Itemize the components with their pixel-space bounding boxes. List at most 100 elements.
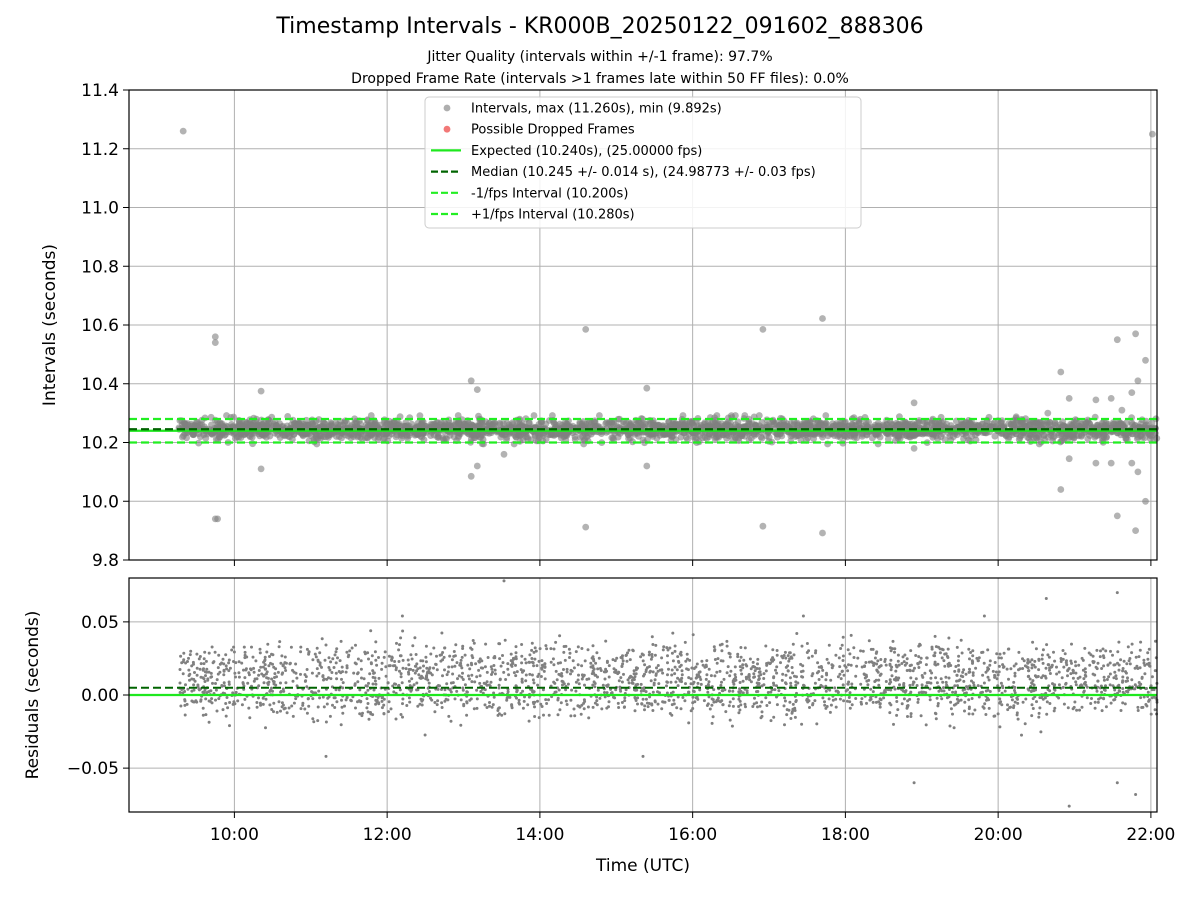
interval-point <box>583 433 591 441</box>
residual-point <box>493 668 497 672</box>
residual-point <box>232 645 236 649</box>
residual-point <box>936 704 940 708</box>
residual-point <box>666 673 669 677</box>
residual-point <box>266 642 270 646</box>
interval-point <box>884 435 892 443</box>
residual-point <box>227 661 231 665</box>
residual-point <box>562 650 566 654</box>
residual-point <box>680 673 684 677</box>
interval-point <box>260 420 268 427</box>
residual-point <box>876 670 880 674</box>
residual-point <box>287 706 291 710</box>
residual-point <box>594 661 598 665</box>
residual-point <box>671 631 675 635</box>
residual-point <box>1044 676 1048 680</box>
residual-point <box>273 672 277 676</box>
residual-point <box>281 703 285 707</box>
residual-point <box>781 672 785 676</box>
residual-point <box>497 686 501 690</box>
residual-point <box>934 717 938 721</box>
residual-point <box>518 702 521 706</box>
residual-point <box>569 668 573 672</box>
residual-point <box>788 676 792 680</box>
residual-point <box>677 659 680 663</box>
residual-point <box>257 684 261 688</box>
residual-point <box>556 661 560 665</box>
residual-point <box>674 680 678 684</box>
interval-point <box>450 433 458 441</box>
residual-point <box>871 700 875 704</box>
residual-point <box>536 699 539 703</box>
residual-point <box>1142 661 1146 665</box>
residual-point <box>1030 682 1034 685</box>
residual-point <box>1015 713 1019 717</box>
residual-point <box>1021 700 1025 704</box>
residual-point <box>784 665 788 669</box>
residual-point <box>878 673 882 677</box>
interval-point <box>903 432 911 440</box>
interval-outlier-point <box>1113 336 1121 344</box>
residual-point <box>574 689 578 693</box>
residual-point <box>218 670 222 674</box>
residual-point <box>366 710 370 714</box>
residual-point <box>460 675 464 679</box>
residual-point <box>953 669 957 673</box>
residual-point <box>1117 683 1121 687</box>
interval-outlier-point <box>819 315 826 322</box>
residual-point <box>872 661 876 665</box>
residual-point <box>356 657 360 661</box>
residual-point <box>728 718 732 722</box>
residual-point <box>788 651 791 655</box>
residual-point <box>933 662 937 666</box>
residual-point <box>547 698 550 702</box>
residual-point <box>957 669 961 673</box>
interval-outlier-point <box>1118 406 1126 414</box>
residual-point <box>996 712 1000 716</box>
residual-point <box>596 688 600 692</box>
residual-point <box>721 689 725 693</box>
residual-point <box>380 661 384 665</box>
residual-point <box>841 659 845 662</box>
interval-point <box>503 436 510 443</box>
residual-point <box>331 657 335 661</box>
residual-point <box>997 664 1001 668</box>
residual-point <box>805 697 809 701</box>
residual-point <box>227 680 231 684</box>
residual-point <box>850 682 854 686</box>
residual-point <box>532 681 536 685</box>
residual-point <box>483 665 487 669</box>
residual-point <box>641 659 645 663</box>
residual-point <box>651 670 655 674</box>
residual-point <box>1150 675 1154 679</box>
residual-point <box>1021 657 1024 661</box>
residual-point <box>501 661 505 665</box>
residual-point <box>839 647 843 650</box>
residual-point <box>552 680 556 684</box>
residual-point <box>1078 708 1081 712</box>
residual-point <box>354 706 357 710</box>
residual-point <box>620 664 624 668</box>
residual-point <box>783 650 787 654</box>
residual-point <box>291 668 294 672</box>
residual-point <box>441 674 444 678</box>
residual-point <box>502 670 506 674</box>
residual-point <box>398 654 402 658</box>
interval-point <box>681 422 689 429</box>
residual-point <box>884 680 888 683</box>
residual-point <box>324 643 328 647</box>
residual-point <box>446 670 450 674</box>
residual-point <box>933 651 937 655</box>
residual-point <box>268 703 272 707</box>
residual-point <box>530 648 534 652</box>
residual-point <box>992 714 996 718</box>
residual-point <box>665 684 668 688</box>
residual-point <box>1096 700 1100 704</box>
residual-point <box>695 675 699 679</box>
residual-point <box>335 700 339 704</box>
residual-point <box>277 700 281 704</box>
residual-point <box>605 691 609 695</box>
residual-point <box>470 663 474 667</box>
residual-point <box>810 654 814 658</box>
residual-point <box>647 650 651 654</box>
